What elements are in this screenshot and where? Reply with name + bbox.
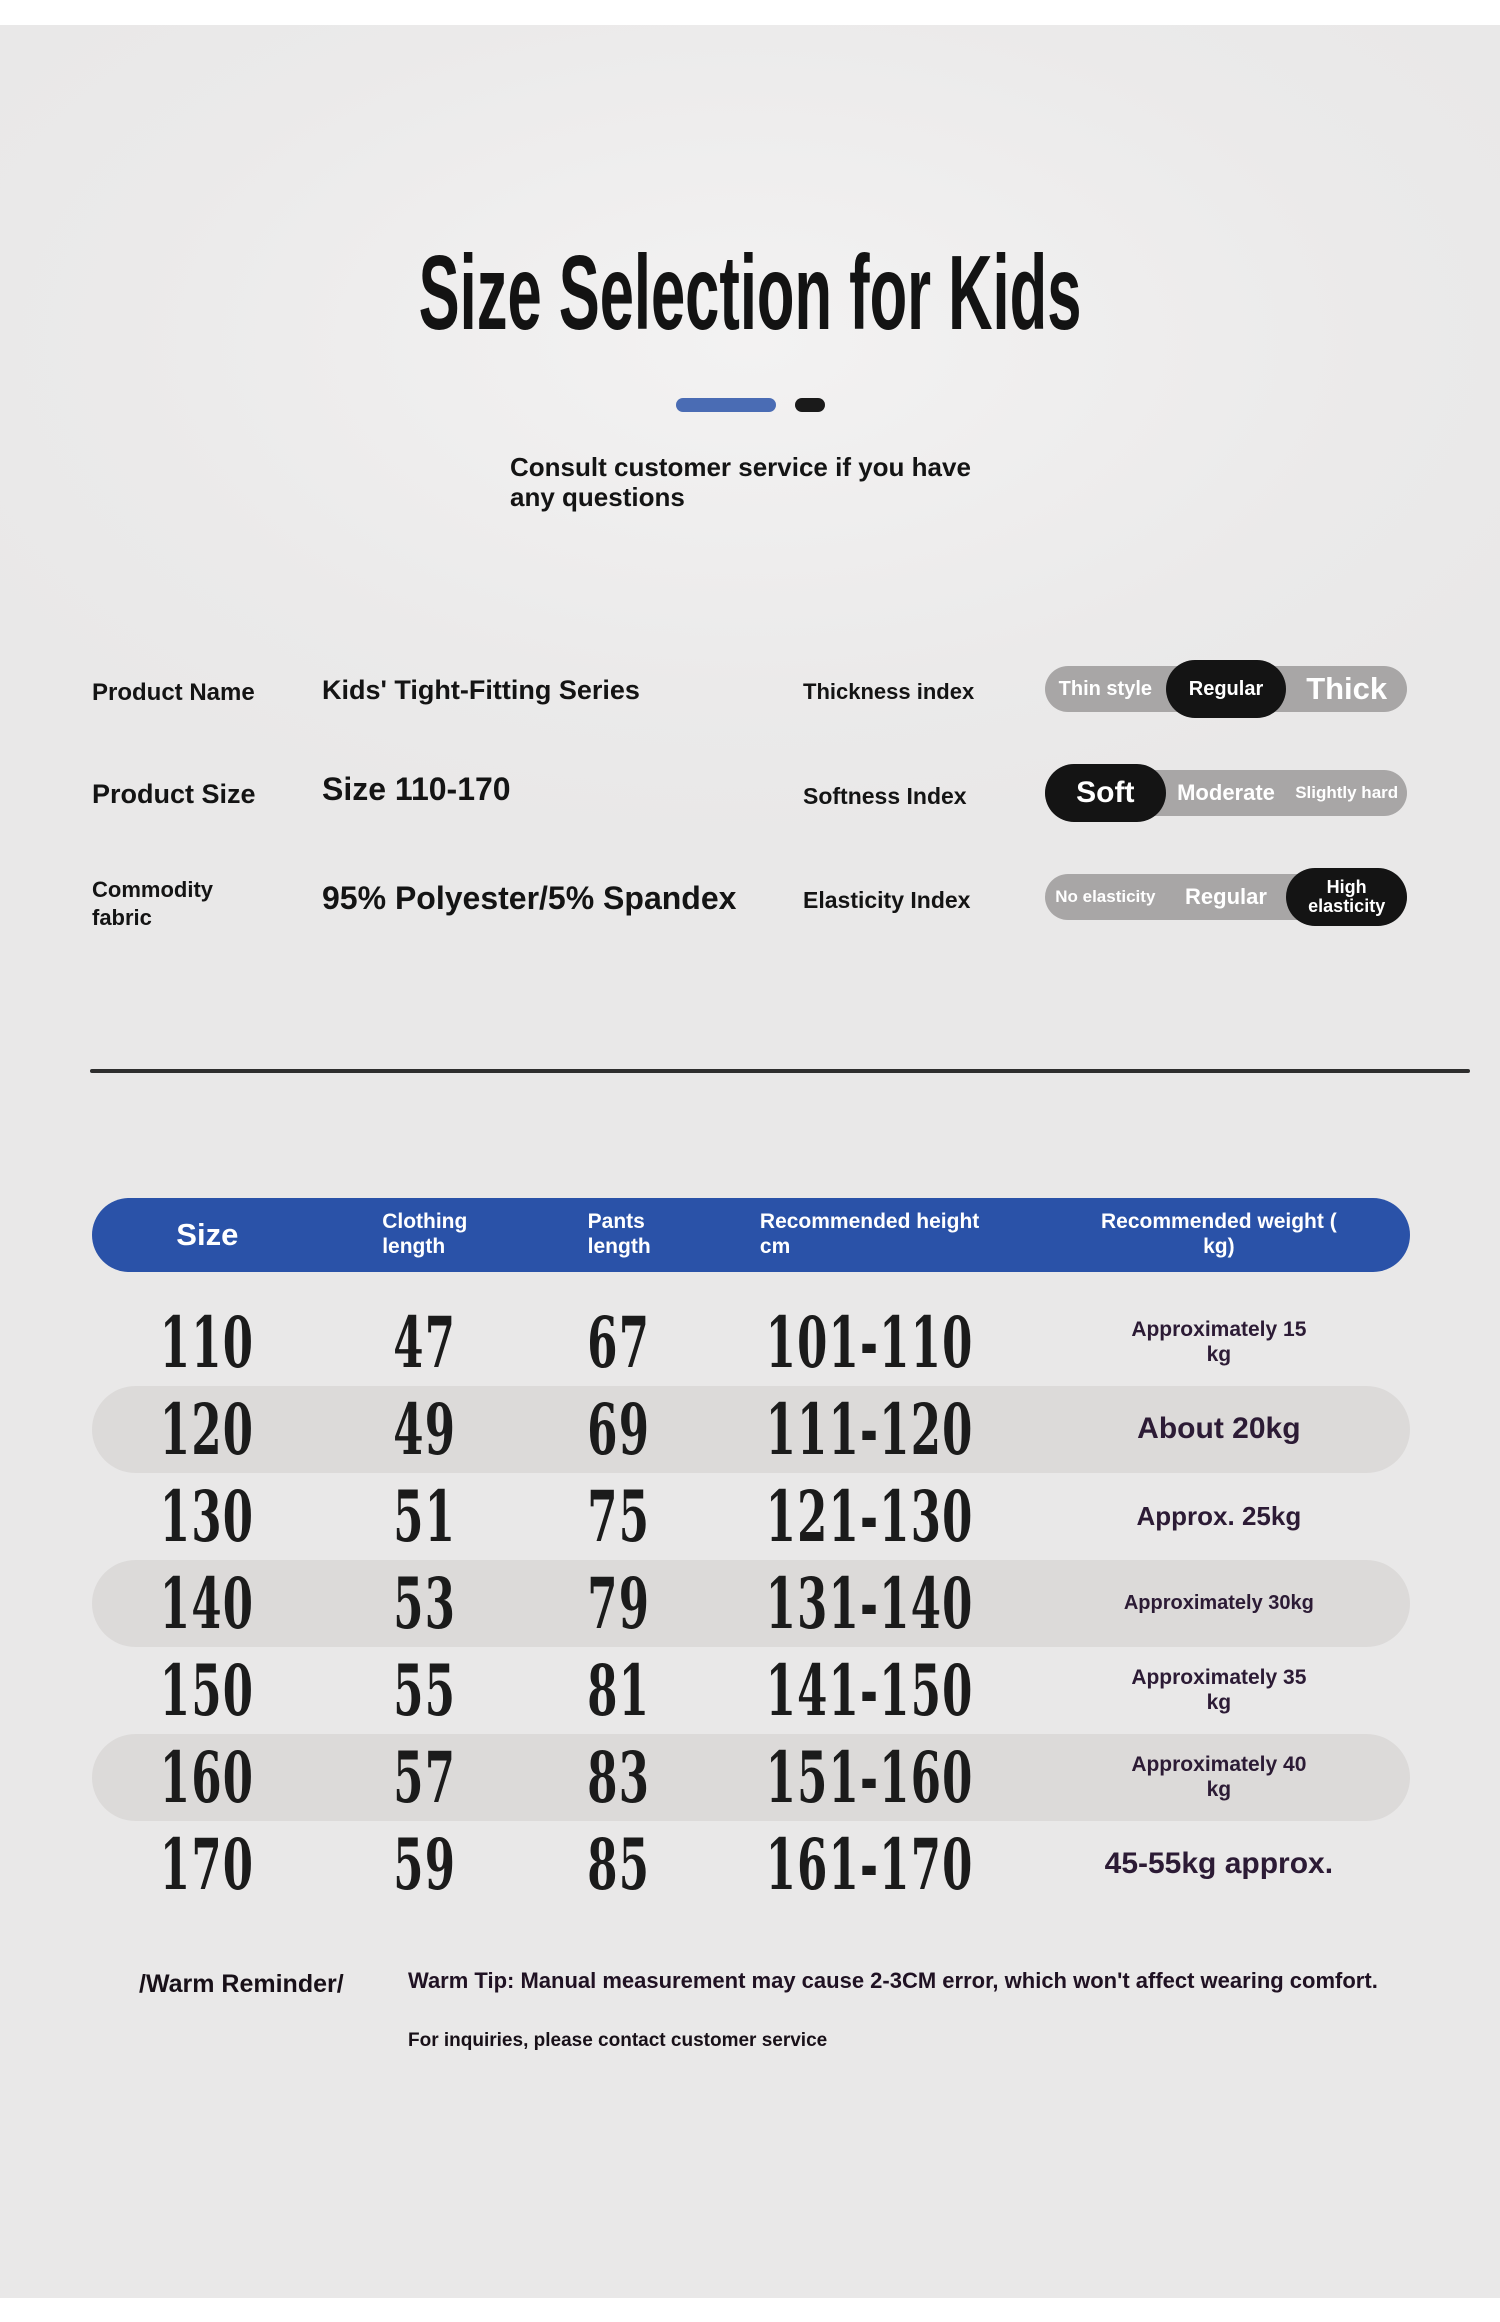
height-cell: 101-110 — [765, 1301, 974, 1384]
height-cell: 121-130 — [765, 1475, 974, 1558]
commodity-fabric-label: Commodity fabric — [92, 877, 213, 930]
page-title: Size Selection for Kids — [418, 234, 1082, 352]
table-row-150: 150 55 81 141-150 Approximately 35 kg — [92, 1647, 1410, 1734]
title-accent — [0, 398, 1500, 412]
softness-option-soft-selected[interactable]: Soft — [1045, 764, 1166, 822]
weight-cell: Approximately 35 kg — [1131, 1666, 1307, 1714]
thickness-option-regular-selected[interactable]: Regular — [1165, 660, 1287, 718]
title-accent-dot-icon — [794, 398, 825, 412]
size-cell: 140 — [160, 1562, 255, 1645]
section-divider — [90, 1069, 1470, 1073]
pants-length-cell: 85 — [587, 1823, 651, 1906]
table-row-170: 170 59 85 161-170 45-55kg approx. — [92, 1821, 1410, 1908]
clothing-length-cell: 47 — [393, 1301, 457, 1384]
clothing-length-cell: 59 — [393, 1823, 457, 1906]
table-row-160: 160 57 83 151-160 Approximately 40 kg — [92, 1734, 1410, 1821]
weight-cell: About 20kg — [1137, 1412, 1301, 1446]
product-name-value: Kids' Tight-Fitting Series — [322, 675, 640, 705]
subtitle: Consult customer service if you have any… — [510, 452, 971, 513]
height-cell: 131-140 — [765, 1562, 974, 1645]
elasticity-option-no-elasticity[interactable]: No elasticity — [1055, 887, 1156, 907]
thickness-option-thin-style[interactable]: Thin style — [1058, 677, 1153, 700]
softness-option-moderate[interactable]: Moderate — [1177, 780, 1275, 806]
elasticity-index-selector: No elasticity Regular High elasticity — [1045, 868, 1408, 926]
thickness-index-label: Thickness index — [803, 679, 975, 704]
warm-reminder-note: For inquiries, please contact customer s… — [408, 2030, 828, 2051]
height-cell: 111-120 — [765, 1388, 974, 1471]
header-clothing-length: Clothing length — [382, 1210, 468, 1258]
clothing-length-cell: 51 — [393, 1475, 457, 1558]
thickness-option-thick[interactable]: Thick — [1306, 670, 1388, 706]
product-size-value: Size 110-170 — [322, 771, 511, 807]
size-cell: 130 — [160, 1475, 255, 1558]
height-cell: 151-160 — [765, 1736, 974, 1819]
weight-cell: Approximately 30kg — [1123, 1592, 1314, 1614]
pants-length-cell: 81 — [587, 1649, 651, 1732]
size-table-header: Size Clothing length Pants length Recomm… — [92, 1198, 1410, 1272]
weight-cell: 45-55kg approx. — [1104, 1847, 1334, 1881]
weight-cell: Approximately 40 kg — [1131, 1753, 1307, 1801]
title-accent-bar-icon — [675, 398, 776, 412]
commodity-fabric-value: 95% Polyester/5% Spandex — [322, 880, 737, 916]
clothing-length-cell: 49 — [393, 1388, 457, 1471]
clothing-length-cell: 55 — [393, 1649, 457, 1732]
warm-reminder-tip: Warm Tip: Manual measurement may cause 2… — [408, 1968, 1378, 1993]
size-table-body: 110 47 67 101-110 Approximately 15 kg 12… — [92, 1299, 1410, 1908]
size-cell: 120 — [160, 1388, 255, 1471]
warm-reminder-label: /Warm Reminder/ — [139, 1970, 344, 1998]
table-row-130: 130 51 75 121-130 Approx. 25kg — [92, 1473, 1410, 1560]
size-cell: 170 — [160, 1823, 255, 1906]
size-cell: 160 — [160, 1736, 255, 1819]
pants-length-cell: 75 — [587, 1475, 651, 1558]
pants-length-cell: 83 — [587, 1736, 651, 1819]
product-size-label: Product Size — [92, 779, 256, 809]
table-row-120: 120 49 69 111-120 About 20kg — [92, 1386, 1410, 1473]
product-name-label: Product Name — [92, 679, 255, 706]
softness-index-label: Softness Index — [803, 783, 967, 809]
pants-length-cell: 79 — [587, 1562, 651, 1645]
table-row-140: 140 53 79 131-140 Approximately 30kg — [92, 1560, 1410, 1647]
weight-cell: Approximately 15 kg — [1131, 1318, 1307, 1366]
thickness-index-selector: Thin style Regular Thick — [1045, 660, 1407, 718]
background-panel — [0, 25, 1500, 2298]
table-row-110: 110 47 67 101-110 Approximately 15 kg — [92, 1299, 1410, 1386]
elasticity-index-label: Elasticity Index — [803, 887, 971, 913]
size-cell: 150 — [160, 1649, 255, 1732]
header-recommended-height: Recommended height cm — [759, 1210, 980, 1258]
pants-length-cell: 67 — [587, 1301, 651, 1384]
softness-option-slightly-hard[interactable]: Slightly hard — [1295, 783, 1399, 803]
softness-index-selector: Soft Moderate Slightly hard — [1045, 764, 1407, 822]
elasticity-option-high-elasticity-selected[interactable]: High elasticity — [1286, 868, 1408, 926]
elasticity-option-regular[interactable]: Regular — [1185, 884, 1267, 910]
height-cell: 141-150 — [765, 1649, 974, 1732]
header-pants-length: Pants length — [587, 1210, 651, 1258]
clothing-length-cell: 57 — [393, 1736, 457, 1819]
size-cell: 110 — [160, 1301, 255, 1384]
height-cell: 161-170 — [765, 1823, 974, 1906]
header-size: Size — [176, 1216, 239, 1252]
pants-length-cell: 69 — [587, 1388, 651, 1471]
header-recommended-weight: Recommended weight ( kg) — [1101, 1210, 1337, 1258]
clothing-length-cell: 53 — [393, 1562, 457, 1645]
weight-cell: Approx. 25kg — [1136, 1500, 1302, 1531]
